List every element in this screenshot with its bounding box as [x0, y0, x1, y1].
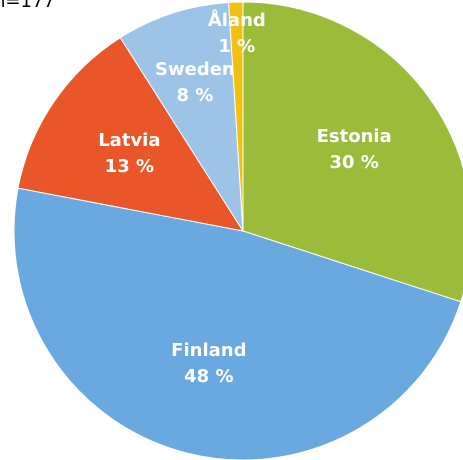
slice-value: 48 % [184, 366, 233, 387]
slice-value: 8 % [176, 85, 213, 106]
pie-slice [17, 36, 245, 232]
slice-label: Estonia [317, 126, 392, 147]
slice-value: 13 % [105, 156, 154, 177]
slice-label: Latvia [98, 130, 160, 151]
pie-slice [242, 1, 463, 303]
slice-label: Åland [208, 8, 266, 31]
slice-value: 30 % [329, 152, 378, 173]
pie-slice [13, 187, 462, 460]
slice-label: Finland [171, 340, 246, 361]
slice-label: Sweden [155, 59, 235, 80]
chart-title: n=177 [0, 0, 55, 12]
pie-slice [119, 1, 244, 232]
pie-slice [228, 1, 244, 232]
slice-value: 1 % [218, 36, 255, 57]
